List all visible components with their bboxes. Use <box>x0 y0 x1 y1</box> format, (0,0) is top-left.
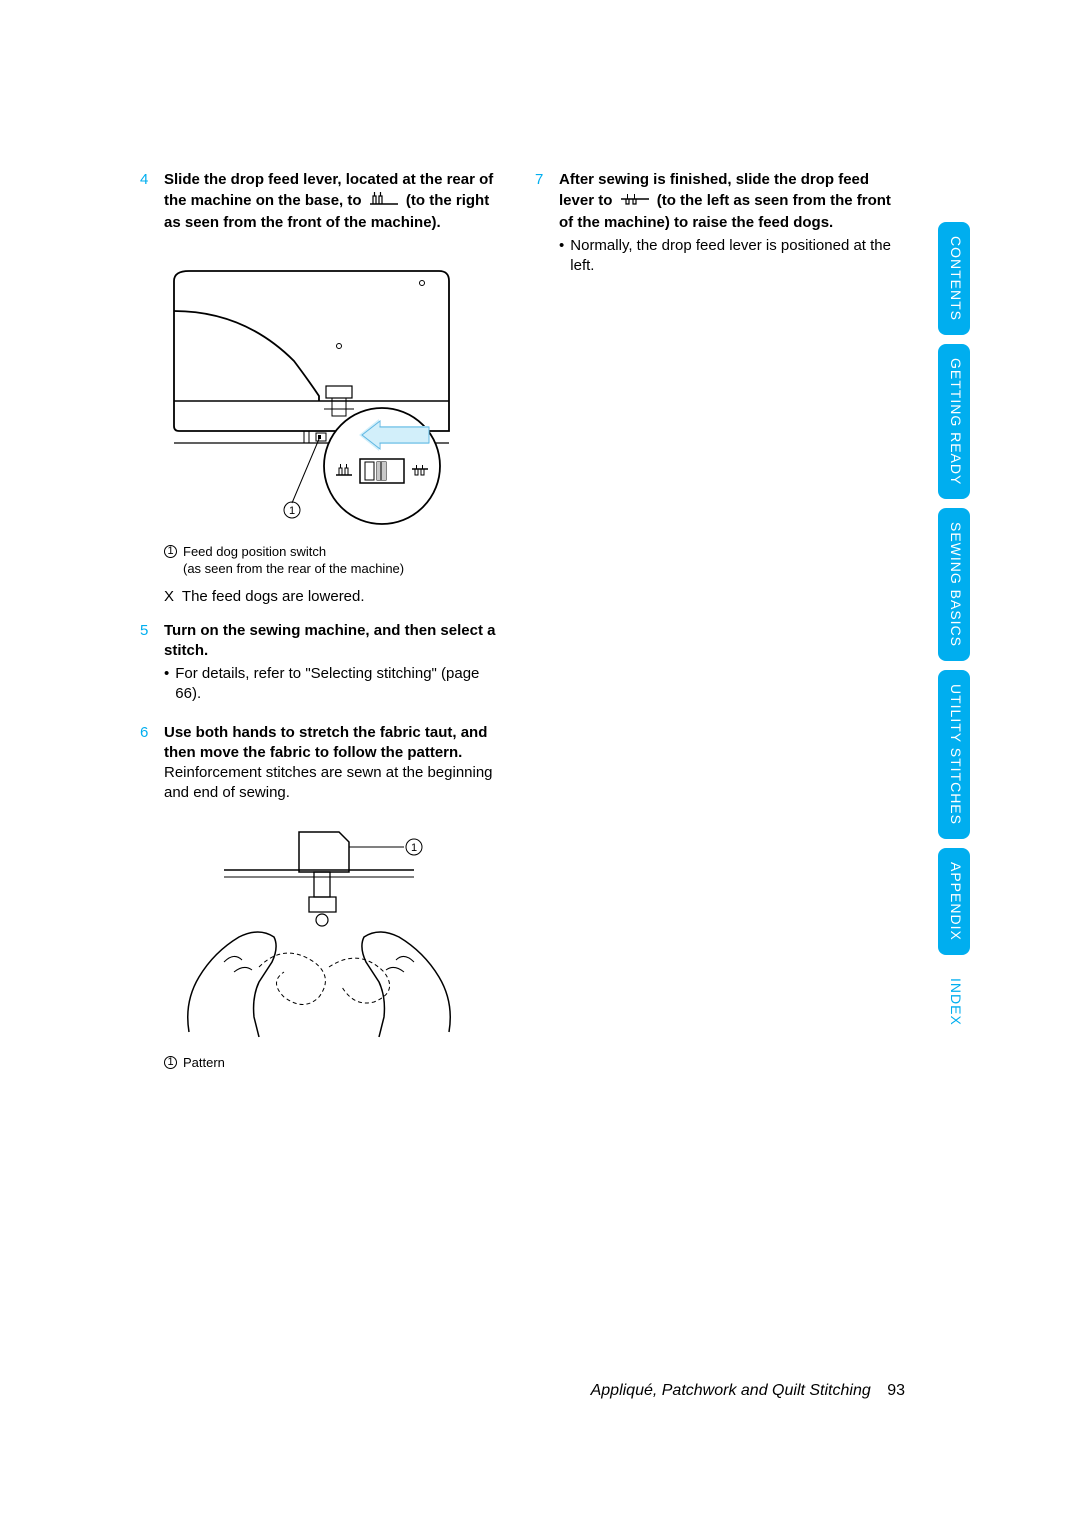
svg-text:1: 1 <box>289 505 295 517</box>
step-4-result: X The feed dogs are lowered. <box>164 588 505 605</box>
result-text: The feed dogs are lowered. <box>182 588 365 605</box>
step-6-number: 6 <box>140 723 152 804</box>
right-column: 7 After sewing is finished, slide the dr… <box>535 170 900 1071</box>
step-7-bullet: Normally, the drop feed lever is positio… <box>570 236 900 277</box>
illustration-hands-fabric: 1 <box>164 822 505 1047</box>
caption-1-text-b: (as seen from the rear of the machine) <box>183 561 404 576</box>
sidebar-tabs: CONTENTS GETTING READY SEWING BASICS UTI… <box>938 222 970 1049</box>
illustration-1-caption: 1 Feed dog position switch (as seen from… <box>164 544 505 578</box>
tab-getting-ready[interactable]: GETTING READY <box>938 344 970 499</box>
caption-1-num: 1 <box>164 545 177 558</box>
tab-contents[interactable]: CONTENTS <box>938 222 970 335</box>
step-4: 4 Slide the drop feed lever, located at … <box>140 170 505 233</box>
footer-section-title: Appliqué, Patchwork and Quilt Stitching <box>591 1382 871 1399</box>
feed-dog-up-icon <box>621 190 649 212</box>
page-footer: Appliqué, Patchwork and Quilt Stitching … <box>591 1382 905 1400</box>
illustration-2-caption: 1 Pattern <box>164 1055 505 1072</box>
step-7: 7 After sewing is finished, slide the dr… <box>535 170 900 276</box>
step-5-title: Turn on the sewing machine, and then sel… <box>164 621 505 662</box>
step-5: 5 Turn on the sewing machine, and then s… <box>140 621 505 705</box>
step-7-number: 7 <box>535 170 547 276</box>
result-letter: X <box>164 588 174 605</box>
left-column: 4 Slide the drop feed lever, located at … <box>140 170 505 1071</box>
tab-utility-stitches[interactable]: UTILITY STITCHES <box>938 670 970 839</box>
step-6-title: Use both hands to stretch the fabric tau… <box>164 724 487 761</box>
caption-2-num: 1 <box>164 1056 177 1069</box>
tab-sewing-basics[interactable]: SEWING BASICS <box>938 508 970 661</box>
svg-text:1: 1 <box>411 842 417 854</box>
page-number: 93 <box>887 1382 905 1399</box>
step-6-text: Reinforcement stitches are sewn at the b… <box>164 764 493 801</box>
step-5-number: 5 <box>140 621 152 705</box>
caption-1-text-a: Feed dog position switch <box>183 544 326 559</box>
step-4-number: 4 <box>140 170 152 233</box>
bullet-icon: • <box>559 236 564 277</box>
caption-2-text: Pattern <box>183 1055 225 1072</box>
tab-index[interactable]: INDEX <box>938 964 970 1040</box>
step-6: 6 Use both hands to stretch the fabric t… <box>140 723 505 804</box>
bullet-icon: • <box>164 664 169 705</box>
tab-appendix[interactable]: APPENDIX <box>938 848 970 955</box>
feed-dog-down-icon <box>370 190 398 212</box>
illustration-machine-rear: 1 <box>164 251 505 536</box>
step-5-bullet: For details, refer to "Selecting stitchi… <box>175 664 505 705</box>
